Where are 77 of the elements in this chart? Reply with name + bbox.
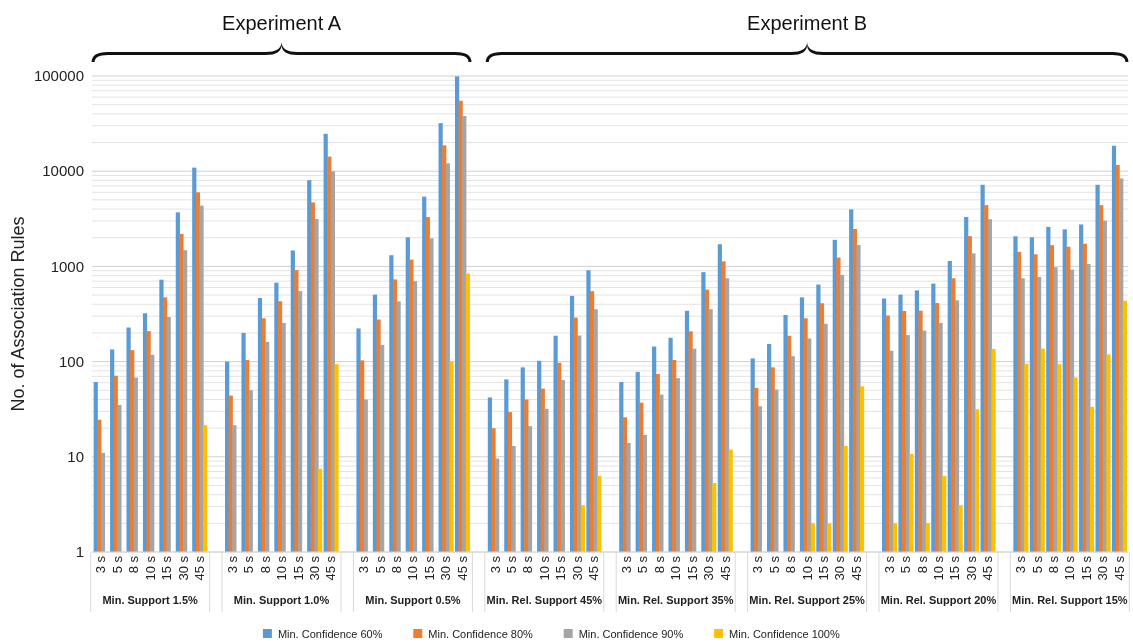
x-tick-label: 8 s — [651, 555, 667, 574]
x-tick-label: 8 s — [126, 555, 142, 574]
x-tick-label: 45 s — [980, 555, 996, 581]
x-tick-label: 8 s — [389, 555, 405, 574]
x-tick-label: 15 s — [290, 555, 306, 581]
x-tick-label: 15 s — [553, 555, 569, 581]
legend-label: Min. Confidence 60% — [277, 627, 383, 640]
x-tick-label: 10 s — [405, 555, 421, 581]
text: Min. Rel. Support 35% — [617, 594, 734, 606]
x-tick-label: 5 s — [1029, 555, 1045, 574]
x-tick-label: 5 s — [241, 555, 257, 574]
y-tick-label: 100 — [58, 352, 84, 370]
x-tick-label: 15 s — [421, 555, 437, 581]
x-tick-label: 10 s — [931, 555, 947, 581]
y-tick-label: 100000 — [33, 67, 84, 85]
x-tick-label: 3 s — [1013, 555, 1029, 574]
legend-label: Min. Confidence 100% — [729, 627, 840, 640]
text: Experiment A — [222, 12, 342, 34]
y-tick-label: 10 — [67, 448, 84, 466]
text: Min. Support 1.0% — [233, 594, 330, 606]
x-tick-label: 30 s — [832, 555, 848, 581]
x-tick-label: 5 s — [504, 555, 520, 574]
x-tick-label: 10 s — [668, 555, 684, 581]
legend-label: Min. Confidence 90% — [578, 627, 684, 640]
x-tick-label: 8 s — [914, 555, 930, 574]
x-tick-label: 45 s — [323, 555, 339, 581]
x-tick-label: 30 s — [306, 555, 322, 581]
x-tick-label: 45 s — [717, 555, 733, 581]
y-tick-label: 1 — [75, 543, 84, 561]
text: Min. Rel. Support 25% — [749, 594, 866, 606]
x-tick-label: 30 s — [438, 555, 454, 581]
text: Min. Rel. Support 15% — [1012, 594, 1128, 606]
x-tick-label: 10 s — [799, 555, 815, 581]
x-tick-label: 3 s — [356, 555, 372, 574]
x-tick-label: 10 s — [1062, 555, 1078, 581]
text: Min. Rel. Support 20% — [880, 594, 997, 606]
x-tick-label: 3 s — [618, 555, 634, 574]
x-tick-label: 8 s — [1045, 555, 1061, 574]
text: Min. Support 0.5% — [365, 594, 461, 606]
y-tick-label: 1000 — [50, 257, 84, 275]
x-tick-label: 5 s — [898, 555, 914, 574]
x-tick-label: 30 s — [1095, 555, 1111, 581]
x-tick-label: 10 s — [536, 555, 552, 581]
x-tick-label: 8 s — [783, 555, 799, 574]
x-tick-label: 3 s — [224, 555, 240, 574]
y-axis-title: No. of Association Rules — [8, 216, 28, 412]
x-tick-label: 15 s — [816, 555, 832, 581]
x-tick-label: 45 s — [1111, 555, 1127, 581]
x-tick-label: 15 s — [684, 555, 700, 581]
x-tick-label: 30 s — [569, 555, 585, 581]
x-tick-label: 5 s — [766, 555, 782, 574]
x-tick-label: 15 s — [1078, 555, 1094, 581]
y-tick-label: 10000 — [42, 162, 84, 180]
x-tick-label: 3 s — [881, 555, 897, 574]
text: Min. Support 1.5% — [102, 594, 199, 606]
x-tick-label: 30 s — [963, 555, 979, 581]
text: Min. Rel. Support 45% — [486, 594, 603, 606]
x-tick-label: 45 s — [191, 555, 207, 581]
x-tick-label: 8 s — [520, 555, 536, 574]
x-tick-label: 15 s — [947, 555, 963, 581]
x-tick-label: 10 s — [274, 555, 290, 581]
x-tick-label: 8 s — [257, 555, 273, 574]
x-tick-label: 3 s — [487, 555, 503, 574]
x-tick-label: 45 s — [848, 555, 864, 581]
text: Experiment B — [747, 12, 868, 34]
x-tick-label: 5 s — [635, 555, 651, 574]
x-tick-label: 30 s — [701, 555, 717, 581]
x-tick-label: 15 s — [159, 555, 175, 581]
x-tick-label: 45 s — [586, 555, 602, 581]
legend-label: Min. Confidence 80% — [428, 627, 534, 640]
x-tick-label: 10 s — [142, 555, 158, 581]
x-tick-label: 3 s — [93, 555, 109, 574]
x-tick-label: 5 s — [109, 555, 125, 574]
x-tick-label: 30 s — [175, 555, 191, 581]
x-tick-label: 45 s — [454, 555, 470, 581]
x-tick-label: 3 s — [750, 555, 766, 574]
x-tick-label: 5 s — [372, 555, 388, 574]
